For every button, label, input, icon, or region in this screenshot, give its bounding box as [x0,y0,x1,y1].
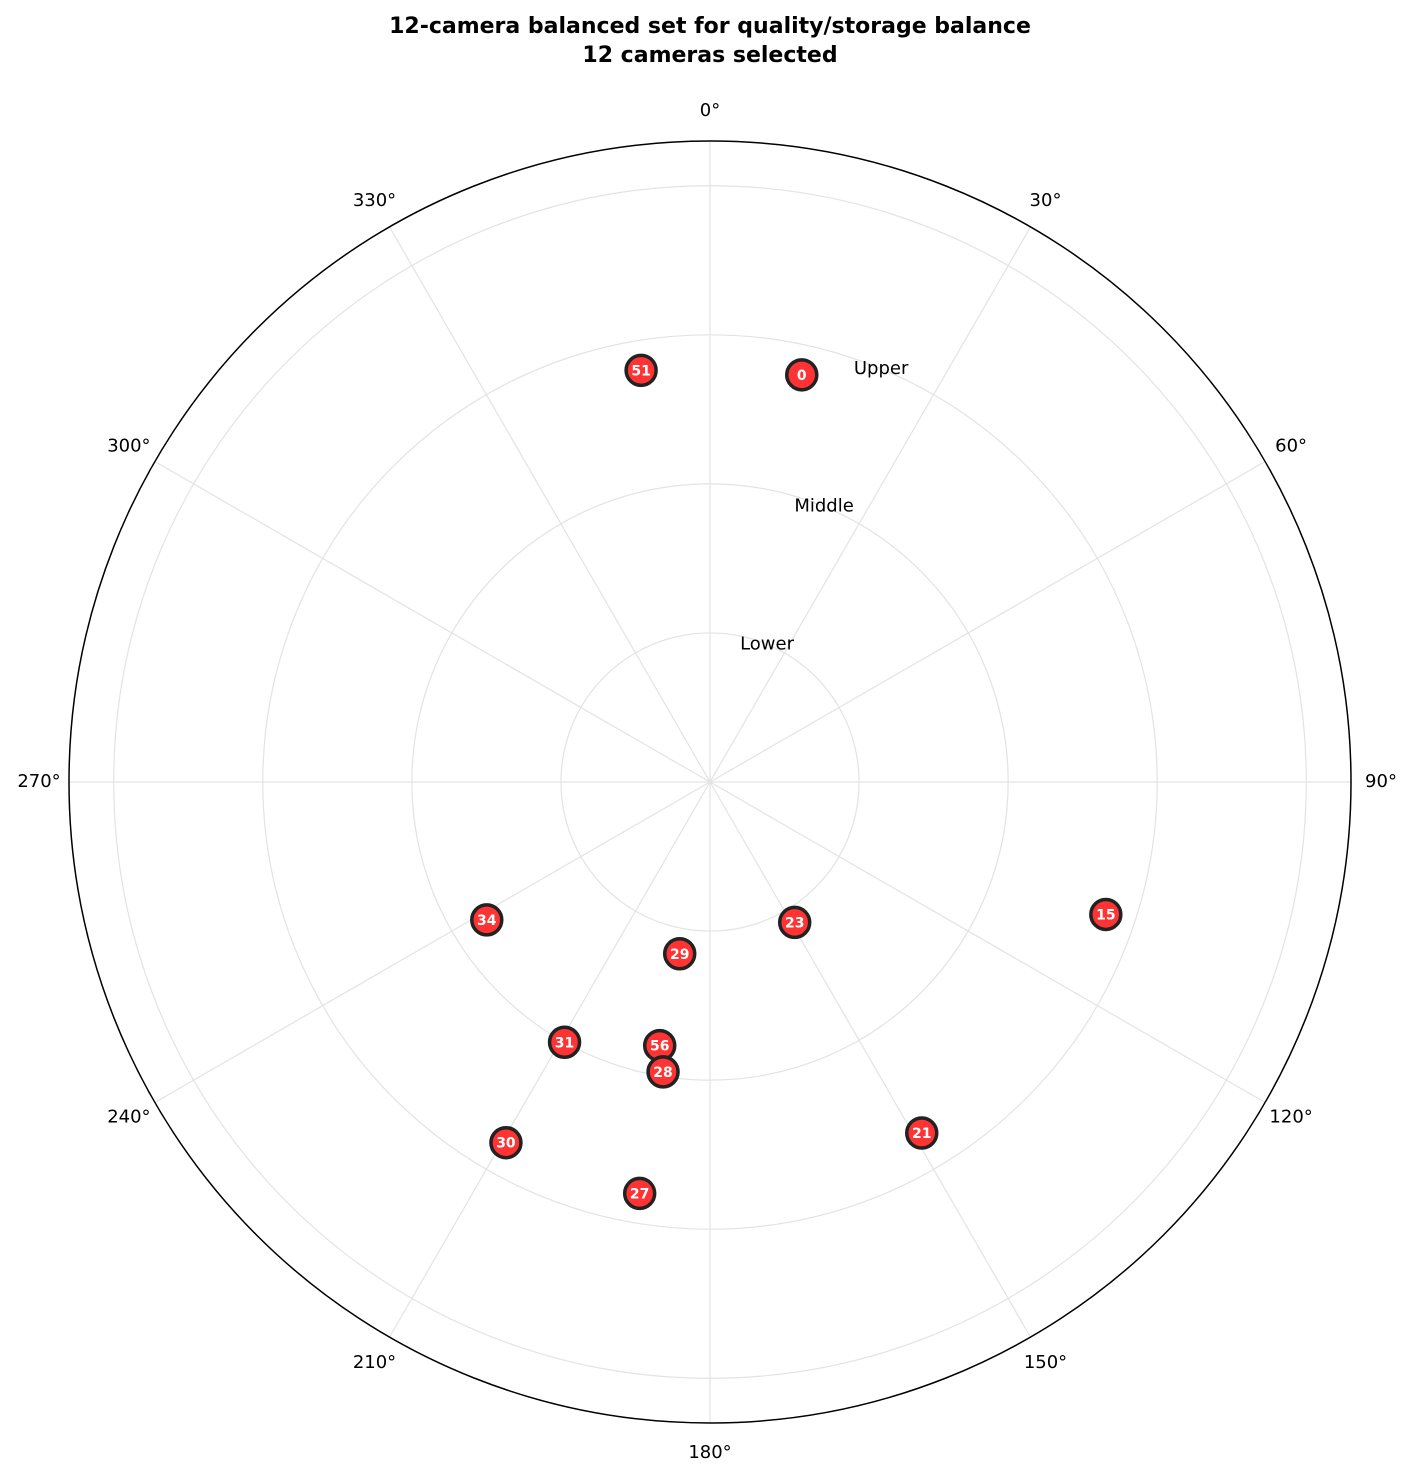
grid-spoke-150 [709,781,1032,1338]
camera-point-31: 31 [547,1025,582,1060]
camera-point-29: 29 [662,937,697,971]
grid-spoke-300 [154,460,711,783]
angle-tick-labels: 0° 30° 60° 90° 120° 150° 180° 210° 240° 270° 300° 3… [17,100,1397,1463]
angle-tick-330: 330° [353,190,396,211]
camera-label-28: 28 [653,1065,672,1081]
camera-point-34: 34 [470,903,504,937]
grid-spoke-120 [709,781,1266,1104]
ring-label-middle: Middle [794,496,853,517]
camera-marker-15 [1089,897,1123,932]
ring-label-lower: Lower [740,633,795,654]
camera-label-27: 27 [630,1186,649,1202]
camera-label-31: 31 [555,1035,574,1051]
angle-tick-0: 0° [700,100,720,121]
camera-point-27: 27 [622,1176,657,1211]
camera-marker-51 [624,353,658,388]
camera-marker-0 [785,358,819,392]
camera-point-23: 23 [777,905,812,940]
grid-layer [69,141,1351,1423]
camera-label-29: 29 [670,947,689,963]
angle-tick-60: 60° [1275,436,1307,457]
camera-point-56: 56 [642,1028,677,1063]
chart-subtitle: 12 cameras selected [582,43,837,68]
camera-label-23: 23 [785,915,804,931]
camera-marker-23 [777,905,812,940]
polar-frame [68,140,1352,1424]
grid-spoke-240 [154,781,711,1104]
camera-points: 0 51 15 23 21 29 34 31 56 28 30 27 [470,353,1123,1211]
camera-marker-21 [904,1116,939,1150]
angle-tick-210: 210° [353,1352,396,1373]
angle-tick-240: 240° [107,1107,150,1128]
angle-tick-90: 90° [1365,771,1397,792]
grid-spoke-30 [709,226,1032,783]
camera-point-15: 15 [1089,897,1123,932]
camera-point-21: 21 [904,1116,939,1150]
angle-tick-270: 270° [17,771,60,792]
camera-point-30: 30 [489,1125,523,1160]
ring-labels: Lower Middle Upper [740,358,909,654]
grid-spoke-60 [709,460,1266,783]
camera-point-51: 51 [624,353,658,388]
angle-tick-300: 300° [107,436,150,457]
grid-spoke-210 [388,781,711,1338]
angle-tick-180: 180° [688,1442,731,1463]
camera-label-21: 21 [912,1126,931,1142]
camera-label-34: 34 [477,913,497,929]
camera-label-30: 30 [496,1136,516,1152]
camera-point-0: 0 [785,358,819,392]
camera-marker-29 [662,937,697,971]
chart-title: 12-camera balanced set for quality/stora… [389,14,1031,39]
grid-spoke-330 [388,226,711,783]
angle-tick-150: 150° [1024,1352,1067,1373]
camera-marker-27 [622,1176,657,1211]
camera-marker-31 [547,1025,582,1060]
angle-tick-30: 30° [1030,190,1062,211]
camera-label-56: 56 [650,1039,669,1055]
camera-marker-28 [646,1055,680,1089]
ring-label-upper: Upper [854,358,909,379]
camera-marker-34 [470,903,504,937]
angle-tick-120: 120° [1269,1107,1312,1128]
camera-label-51: 51 [631,363,650,379]
camera-point-28: 28 [646,1055,680,1089]
camera-marker-30 [489,1125,523,1160]
camera-label-15: 15 [1096,907,1115,923]
camera-label-0: 0 [797,368,807,384]
